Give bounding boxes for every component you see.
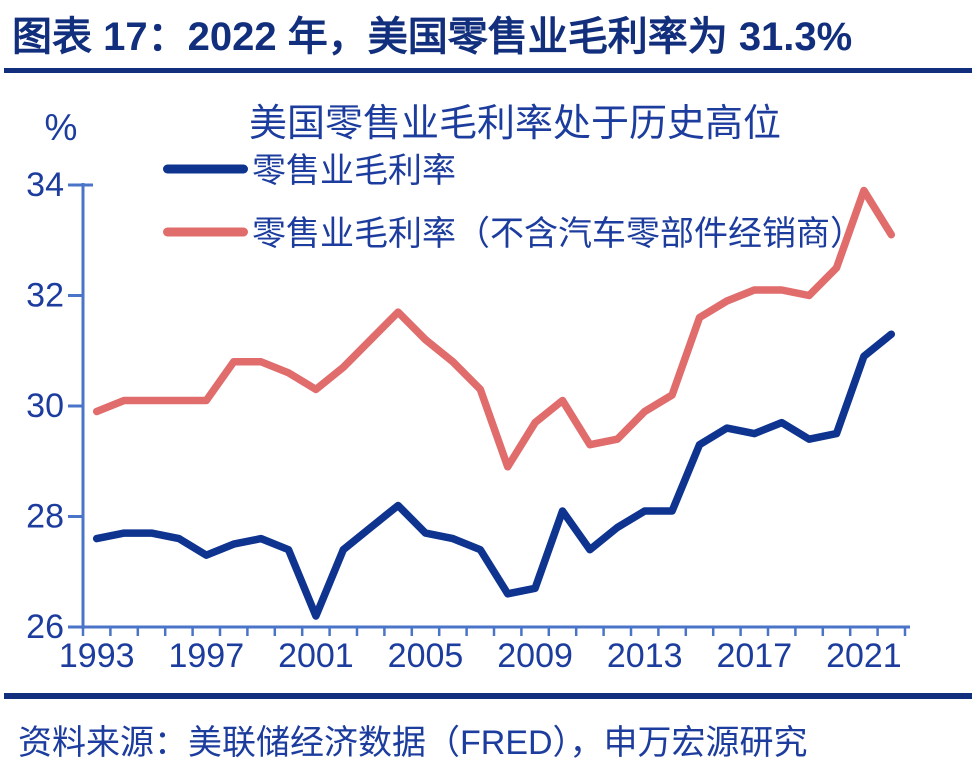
- page-title: 图表 17：2022 年，美国零售业毛利率为 31.3%: [12, 15, 852, 59]
- y-tick-label: 28: [26, 498, 64, 536]
- x-tick-label: 2001: [278, 637, 354, 675]
- legend-label-retail-margin: 零售业毛利率: [252, 152, 456, 190]
- legend-swatch-red-line: [163, 227, 248, 237]
- y-tick-label: 26: [26, 608, 64, 646]
- x-tick-label: 2009: [497, 637, 573, 675]
- series-line-retail: [92, 330, 896, 620]
- series-line-ex-auto: [92, 186, 896, 471]
- title-divider: [4, 68, 972, 73]
- axes: [68, 183, 910, 636]
- x-tick-label: 2021: [826, 637, 902, 675]
- legend-item-retail-margin: 零售业毛利率: [163, 152, 456, 190]
- y-axis-tick-labels: 26 28 30 32 34: [26, 166, 64, 646]
- y-tick-label: 34: [26, 166, 64, 204]
- data-series-lines: [92, 186, 896, 620]
- legend-swatch-blue-line: [163, 164, 248, 174]
- x-tick-label: 1997: [168, 637, 244, 675]
- x-tick-label: 2005: [388, 637, 464, 675]
- x-tick-label: 2017: [716, 637, 792, 675]
- legend-item-retail-margin-ex-auto: 零售业毛利率（不含汽车零部件经销商）: [163, 215, 864, 253]
- y-tick-label: 30: [26, 387, 64, 425]
- y-axis-unit-label: %: [45, 107, 78, 148]
- chart-title: 美国零售业毛利率处于历史高位: [249, 103, 781, 145]
- footer-divider: [4, 693, 972, 699]
- source-text: 资料来源：美联储经济数据（FRED），申万宏源研究: [18, 724, 808, 762]
- legend: 零售业毛利率 零售业毛利率（不含汽车零部件经销商）: [163, 152, 864, 253]
- x-tick-label: 1993: [59, 637, 135, 675]
- x-axis-tick-labels: 1993 1997 2001 2005 2009 2013 2017 2021: [59, 637, 902, 675]
- y-tick-label: 32: [26, 277, 64, 315]
- x-tick-label: 2013: [607, 637, 683, 675]
- legend-label-retail-margin-ex-auto: 零售业毛利率（不含汽车零部件经销商）: [252, 215, 864, 253]
